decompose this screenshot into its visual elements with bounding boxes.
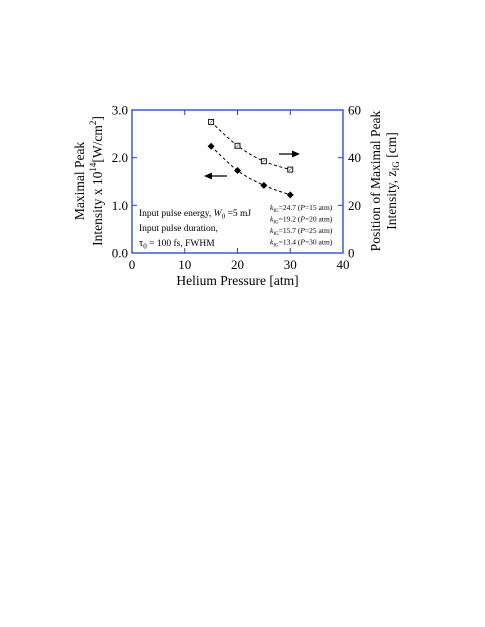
k-ig-entry: kIG=19.2 (P=20 atm) <box>270 215 333 226</box>
x-axis-label: Helium Pressure [atm] <box>176 273 298 288</box>
arrow-left-axis-icon <box>204 172 227 180</box>
k-ig-annotation: kIG=24.7 (P=15 atm)kIG=19.2 (P=20 atm)kI… <box>270 203 333 249</box>
k-ig-entry: kIG=13.4 (P=30 atm) <box>270 238 333 249</box>
k-ig-entry: kIG=15.7 (P=25 atm) <box>270 226 333 237</box>
y2-tick-label: 20 <box>348 198 361 213</box>
pulse-parameters-annotation: Input pulse energy, W0 =5 mJ Input pulse… <box>139 209 251 251</box>
series-position <box>208 118 294 173</box>
data-point-intensity <box>286 191 294 199</box>
y2-axis-label-line2: Intensity, zIG [cm] <box>384 132 401 229</box>
data-point-intensity <box>260 181 268 189</box>
data-point-position-hatch <box>262 159 266 163</box>
data-point-position-hatch <box>209 120 213 124</box>
data-point-intensity <box>234 167 241 175</box>
x-tick-label: 30 <box>284 257 297 272</box>
data-point-position-hatch <box>235 144 240 148</box>
x-tick-label: 10 <box>178 257 191 272</box>
y2-axis-label-line1: Position of Maximal Peak <box>368 110 383 251</box>
y-tick-label: 2.0 <box>112 150 128 165</box>
y-tick-label: 3.0 <box>112 103 128 118</box>
pulse-duration-line2: τ0 = 100 fs, FWHM <box>139 238 215 251</box>
y-axis-ticks: 0.0 1.0 2.0 3.0 <box>112 103 137 261</box>
pulse-energy-text: Input pulse energy, W0 =5 mJ <box>139 209 251 221</box>
x-tick-label: 0 <box>129 257 136 272</box>
pulse-duration-line1: Input pulse duration, <box>139 224 218 234</box>
y2-tick-label: 60 <box>348 103 361 118</box>
fit-curve-intensity <box>210 145 291 196</box>
y-axis-label-line1: Maximal Peak <box>72 142 87 221</box>
y-tick-label: 0.0 <box>112 246 128 261</box>
y-tick-label: 1.0 <box>112 198 128 213</box>
arrow-right-axis-icon <box>279 150 300 158</box>
series-intensity <box>207 142 294 199</box>
y2-tick-label: 0 <box>348 246 355 261</box>
data-point-intensity <box>207 142 215 150</box>
fit-curve-position <box>210 121 291 171</box>
x-tick-label: 40 <box>337 257 350 272</box>
x-tick-label: 20 <box>231 257 244 272</box>
y2-axis-ticks: 0 20 40 60 <box>338 103 361 261</box>
y2-tick-label: 40 <box>348 150 361 165</box>
y-axis-label-line2: Intensity x 1014[W/cm2] <box>88 116 105 246</box>
x-axis-ticks: 0 10 20 30 40 <box>129 110 350 272</box>
data-point-position-hatch <box>288 167 292 172</box>
k-ig-entry: kIG=24.7 (P=15 atm) <box>270 203 333 214</box>
